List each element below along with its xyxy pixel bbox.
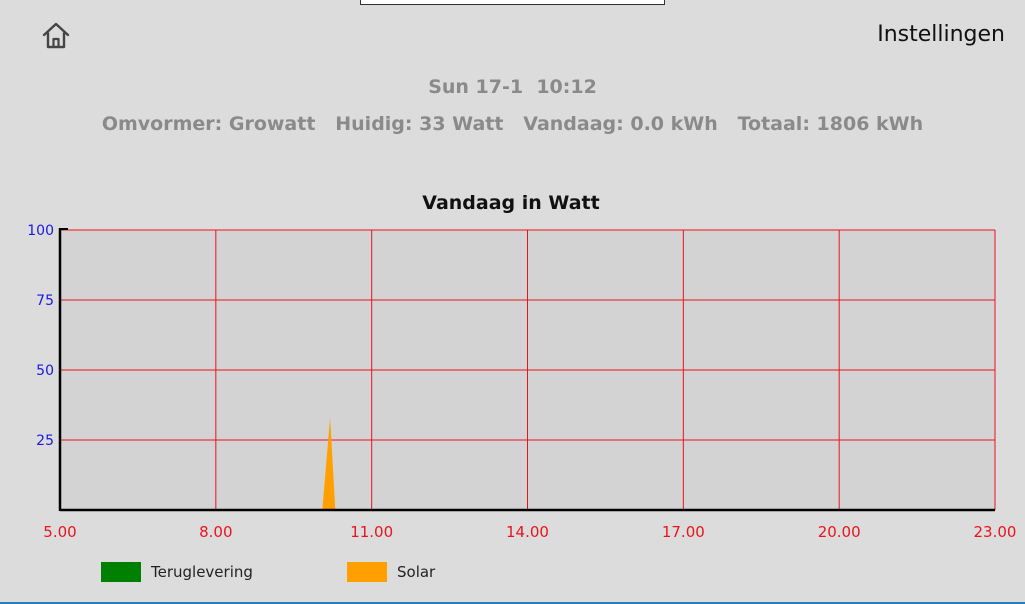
x-tick-label: 14.00 [506,523,549,541]
legend-item-teruglevering: Teruglevering [101,562,253,582]
chart-title: Vandaag in Watt [422,192,600,214]
top-tab[interactable] [360,0,665,5]
y-tick-label: 50 [36,363,54,379]
series-area-solar [322,417,336,510]
legend-swatch-teruglevering [101,562,141,582]
legend-item-solar: Solar [347,562,435,582]
settings-button[interactable]: Instellingen [877,22,1005,47]
x-tick-label: 23.00 [974,523,1017,541]
x-tick-label: 11.00 [350,523,393,541]
y-tick-label: 75 [36,293,54,309]
x-tick-label: 8.00 [199,523,232,541]
window-bottom-border [0,602,1025,604]
home-icon [42,22,70,49]
inverter-summary: Omvormer: Growatt Huidig: 33 Watt Vandaa… [101,113,924,135]
y-tick-label: 25 [36,433,54,449]
legend-label-teruglevering: Teruglevering [151,563,253,581]
y-tick-label: 100 [27,223,54,239]
x-tick-label: 17.00 [662,523,705,541]
home-button[interactable] [40,20,72,52]
datetime-display: Sun 17-1 10:12 [428,76,597,98]
legend-label-solar: Solar [397,563,436,581]
legend-swatch-solar [347,562,387,582]
x-tick-label: 20.00 [818,523,861,541]
power-chart: 25 50 75 100 5.00 8.00 11.00 14.00 17.00 20.00 23.… [27,223,1017,541]
x-tick-label: 5.00 [43,523,76,541]
